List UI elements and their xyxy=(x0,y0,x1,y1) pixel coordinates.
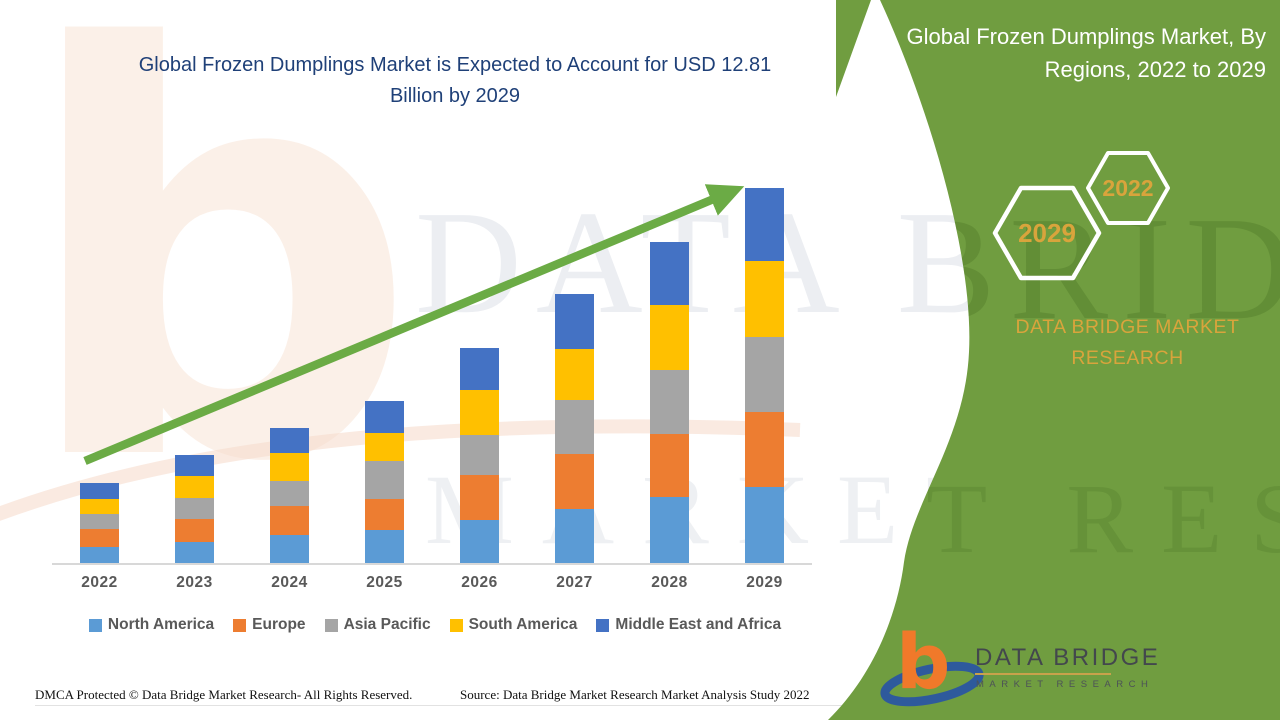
bar-column-2023 xyxy=(175,454,214,563)
bar-segment xyxy=(555,348,594,401)
legend-label: Asia Pacific xyxy=(343,616,431,633)
bar-segment xyxy=(365,401,404,433)
bar-segment xyxy=(460,435,499,475)
bar-segment xyxy=(365,461,404,499)
bar-segment xyxy=(175,541,214,563)
bar-segment xyxy=(460,390,499,436)
dmca-notice: DMCA Protected © Data Bridge Market Rese… xyxy=(35,687,413,702)
bar-segment xyxy=(80,483,119,499)
hexagon-2029-label: 2029 xyxy=(1018,218,1076,248)
logo-brand-name: DATA BRIDGE xyxy=(975,644,1161,671)
legend-item: North America xyxy=(88,616,215,634)
bar-segment xyxy=(80,498,119,514)
page-title-line1: Global Frozen Dumplings Market is Expect… xyxy=(138,54,772,76)
legend-swatch-icon xyxy=(596,618,610,632)
bar-segment xyxy=(270,452,309,482)
logo-b-icon: b xyxy=(896,617,951,706)
bar-column-2024 xyxy=(270,428,309,563)
legend-swatch-icon xyxy=(88,618,102,632)
year-hexagons: 2029 2022 xyxy=(992,151,1170,281)
bar-column-2029 xyxy=(745,187,784,563)
bar-segment xyxy=(745,486,784,563)
bar-column-2026 xyxy=(460,347,499,563)
bar-segment xyxy=(745,187,784,261)
bar-segment xyxy=(650,369,689,435)
panel-brand-text: DATA BRIDGE MARKET RESEARCH xyxy=(985,312,1270,374)
bar-segment xyxy=(270,534,309,563)
x-axis-label: 2025 xyxy=(366,574,403,591)
x-axis-label: 2027 xyxy=(556,574,593,591)
chart-legend: North America Europe Asia Pacific South Ame… xyxy=(45,616,825,634)
bar-segment xyxy=(175,498,214,519)
bar-segment xyxy=(745,411,784,487)
x-axis-labels: 2022 2023 2024 2025 2026 2027 2028 2029 xyxy=(52,574,812,592)
bar-segment xyxy=(175,454,214,477)
logo-brand-subtitle: MARKET RESEARCH xyxy=(976,679,1154,690)
panel-brand-line1: DATA BRIDGE MARKET xyxy=(1015,316,1240,338)
side-panel-heading-line2: Regions, 2022 to 2029 xyxy=(1044,57,1266,82)
bar-segment xyxy=(80,513,119,529)
page-title-line2: Billion by 2029 xyxy=(389,85,521,107)
bar-segment xyxy=(175,518,214,542)
side-panel-heading-line1: Global Frozen Dumplings Market, By xyxy=(906,24,1266,49)
x-axis-label: 2022 xyxy=(81,574,118,591)
bar-segment xyxy=(365,529,404,563)
footer-divider xyxy=(35,705,845,706)
bar-segment xyxy=(555,400,594,455)
bar-segment xyxy=(650,241,689,306)
hexagon-2022-label: 2022 xyxy=(1102,175,1153,201)
bar-segment xyxy=(175,476,214,499)
bar-column-2028 xyxy=(650,241,689,563)
legend-item: Middle East and Africa xyxy=(596,616,781,634)
bar-segment xyxy=(650,434,689,498)
bar-segment xyxy=(365,498,404,530)
legend-label: South America xyxy=(468,616,578,633)
bar-segment xyxy=(270,481,309,507)
bar-segment xyxy=(745,336,784,412)
x-axis-label: 2024 xyxy=(271,574,308,591)
logo-gold-rule xyxy=(975,673,1111,675)
panel-brand-line2: RESEARCH xyxy=(1071,347,1184,369)
bar-segment xyxy=(80,528,119,547)
bar-segment xyxy=(270,506,309,535)
bar-segment xyxy=(650,305,689,370)
legend-label: Europe xyxy=(252,616,306,633)
bar-column-2022 xyxy=(80,483,119,563)
bar-segment xyxy=(460,347,499,391)
bar-column-2027 xyxy=(555,294,594,563)
side-panel-heading: Global Frozen Dumplings Market, By Regio… xyxy=(846,20,1266,86)
bar-chart xyxy=(52,180,812,565)
legend-item: Asia Pacific xyxy=(324,616,431,634)
x-axis-label: 2026 xyxy=(461,574,498,591)
legend-item: South America xyxy=(449,616,578,634)
legend-label: Middle East and Africa xyxy=(615,616,782,633)
legend-swatch-icon xyxy=(233,618,247,632)
bar-segment xyxy=(460,519,499,563)
bar-segment xyxy=(365,432,404,462)
bar-column-2025 xyxy=(365,401,404,563)
bar-segment xyxy=(745,260,784,337)
bar-segment xyxy=(650,497,689,563)
x-axis-label: 2028 xyxy=(651,574,688,591)
bar-segment xyxy=(460,474,499,520)
source-note: Source: Data Bridge Market Research Mark… xyxy=(460,687,810,702)
legend-swatch-icon xyxy=(324,618,338,632)
bar-segment xyxy=(555,454,594,510)
bar-segment xyxy=(555,294,594,349)
bar-segment xyxy=(270,428,309,453)
legend-item: Europe xyxy=(233,616,306,634)
legend-swatch-icon xyxy=(449,618,463,632)
x-axis-label: 2029 xyxy=(746,574,783,591)
bar-segment xyxy=(80,546,119,563)
data-bridge-logo: b DATA BRIDGE MARKET RESEARCH xyxy=(880,617,1158,710)
x-axis-label: 2023 xyxy=(176,574,213,591)
page-title: Global Frozen Dumplings Market is Expect… xyxy=(60,50,850,112)
legend-label: North America xyxy=(107,616,215,633)
bar-segment xyxy=(555,509,594,563)
